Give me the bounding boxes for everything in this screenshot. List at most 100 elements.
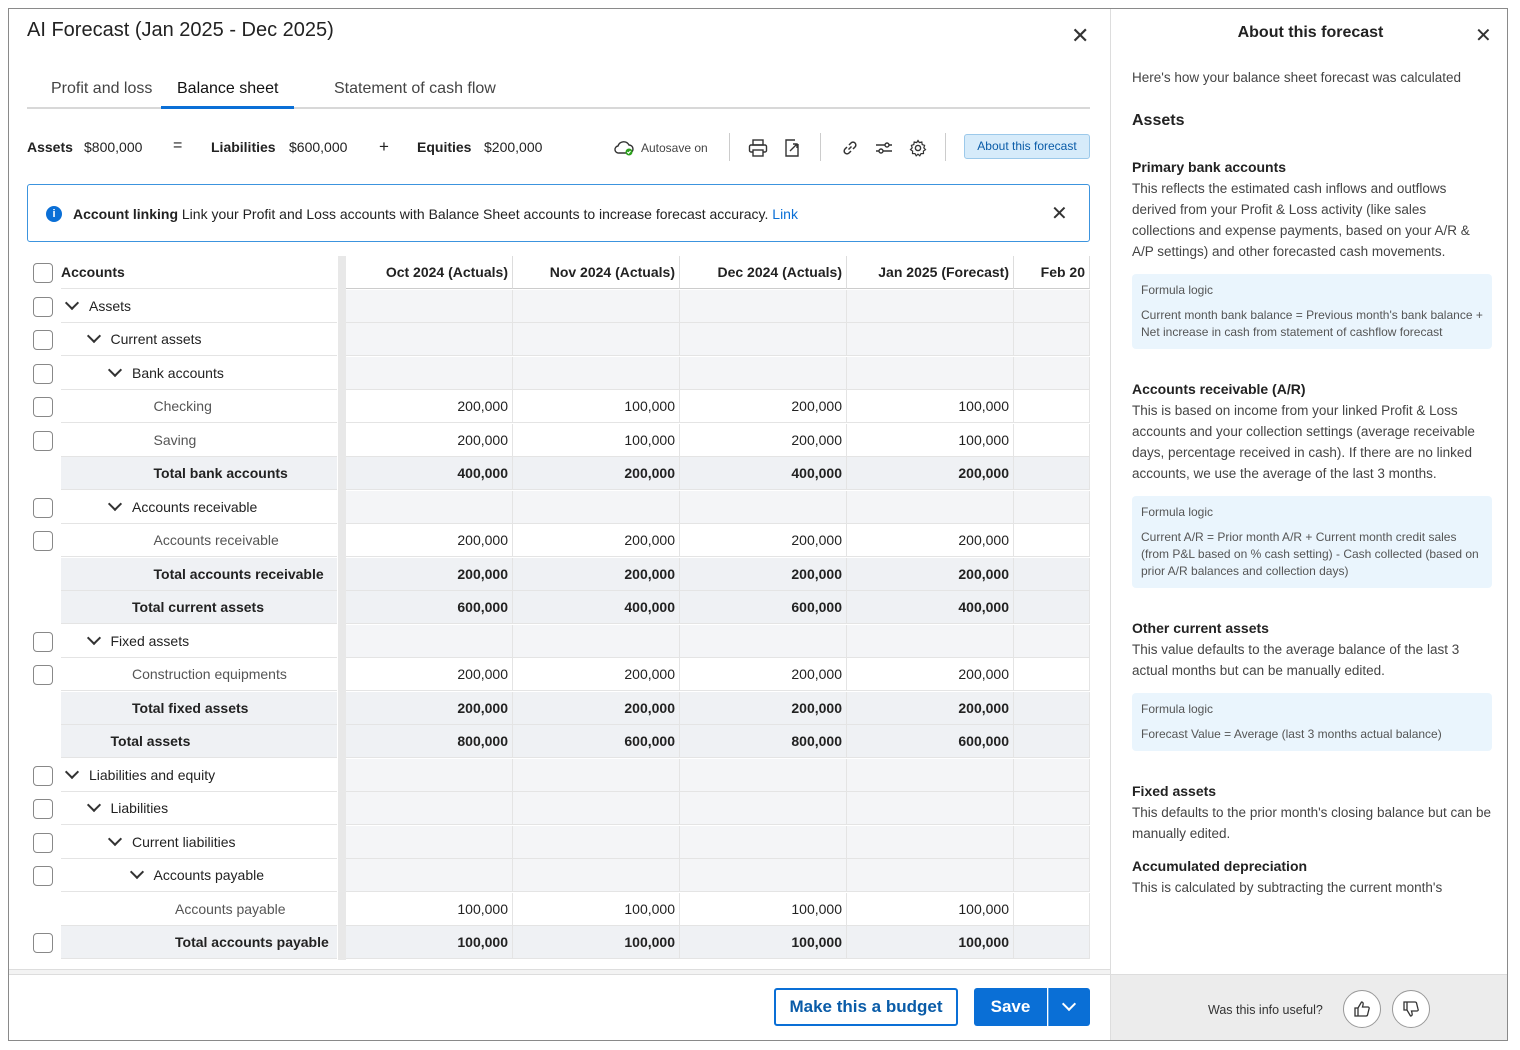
value-cell[interactable]: 200,000 [346, 390, 513, 423]
account-name: Total accounts payable [61, 926, 337, 959]
account-name[interactable]: Current liabilities [61, 826, 337, 859]
column-divider [338, 926, 346, 960]
chevron-down-icon[interactable] [64, 764, 80, 779]
liabilities-value: $600,000 [289, 139, 348, 155]
row-checkbox[interactable] [33, 363, 53, 384]
value-cell [346, 289, 513, 323]
value-cell[interactable]: 200,000 [346, 524, 513, 557]
account-name[interactable]: Accounts receivable [61, 491, 337, 524]
value-cell[interactable]: 200,000 [346, 658, 513, 691]
save-button[interactable]: Save [974, 988, 1047, 1026]
forecast-main-pane: AI Forecast (Jan 2025 - Dec 2025) ✕ Prof… [9, 9, 1110, 1040]
thumbs-up-icon[interactable] [1343, 990, 1381, 1028]
chevron-down-icon[interactable] [86, 630, 101, 645]
column-divider [338, 356, 346, 390]
row-checkbox[interactable] [33, 933, 53, 953]
account-name[interactable]: Liabilities and equity [61, 759, 337, 792]
row-checkbox[interactable] [33, 866, 53, 886]
table-header-row: Accounts Oct 2024 (Actuals) Nov 2024 (Actu… [27, 256, 1090, 290]
table-row: Total accounts receivable 200,000 200,000 2… [27, 557, 1090, 591]
account-name[interactable]: Bank accounts [61, 357, 337, 390]
table-row: Fixed assets [27, 624, 1090, 658]
value-cell[interactable]: 100,000 [847, 892, 1014, 926]
print-icon[interactable] [745, 137, 771, 159]
account-name[interactable]: Fixed assets [61, 625, 337, 658]
value-cell[interactable]: 100,000 [680, 892, 847, 926]
value-cell[interactable]: 200,000 [680, 658, 847, 691]
value-cell: 100,000 [513, 926, 680, 959]
row-checkbox[interactable] [33, 832, 53, 853]
close-icon[interactable]: ✕ [1051, 203, 1068, 225]
table-row: Assets [27, 289, 1090, 323]
value-cell[interactable]: 100,000 [346, 892, 513, 926]
account-label: Total accounts receivable [153, 565, 324, 582]
account-name[interactable]: Assets [61, 290, 337, 323]
chevron-down-icon[interactable] [64, 295, 80, 310]
value-cell[interactable]: 200,000 [847, 658, 1014, 691]
row-checkbox[interactable] [33, 497, 53, 518]
make-budget-button[interactable]: Make this a budget [774, 988, 958, 1026]
value-cell [847, 490, 1014, 524]
save-options-button[interactable] [1048, 988, 1090, 1026]
chevron-down-icon[interactable] [129, 864, 144, 880]
filter-icon[interactable] [871, 137, 897, 159]
chevron-down-icon[interactable] [86, 328, 101, 344]
value-cell [847, 825, 1014, 859]
row-checkbox[interactable] [33, 665, 53, 685]
footer-bar: Make this a budget Save [9, 974, 1110, 1040]
panel-item-heading: Primary bank accounts [1132, 159, 1287, 175]
close-icon[interactable]: ✕ [1475, 25, 1492, 47]
row-checkbox[interactable] [33, 296, 53, 317]
value-cell[interactable]: 200,000 [346, 423, 513, 457]
panel-item-text: This value defaults to the average balan… [1132, 642, 1460, 678]
tab-statement-of-cash-flow[interactable]: Statement of cash flow [334, 80, 496, 97]
chevron-down-icon[interactable] [107, 496, 123, 511]
account-name[interactable]: Accounts payable [61, 859, 337, 892]
about-this-forecast-button[interactable]: About this forecast [964, 134, 1090, 159]
row-checkbox[interactable] [33, 631, 53, 652]
row-checkbox[interactable] [33, 430, 53, 451]
row-checkbox[interactable] [33, 799, 53, 819]
value-cell[interactable]: 200,000 [680, 423, 847, 457]
column-divider [338, 658, 346, 692]
value-cell [1014, 792, 1090, 825]
thumbs-down-icon[interactable] [1392, 990, 1430, 1028]
value-cell [847, 758, 1014, 792]
autosave-status: Autosave on [641, 141, 708, 155]
value-cell[interactable]: 200,000 [513, 658, 680, 691]
chevron-down-icon[interactable] [86, 797, 101, 813]
account-name[interactable]: Current assets [61, 323, 337, 356]
value-cell[interactable]: 100,000 [513, 423, 680, 457]
value-cell[interactable]: 100,000 [513, 892, 680, 926]
value-cell[interactable]: 100,000 [513, 390, 680, 423]
select-all-checkbox[interactable] [33, 263, 53, 283]
value-cell [680, 289, 847, 323]
banner-title: Account linking [73, 206, 178, 222]
link-icon[interactable] [837, 137, 863, 159]
row-checkbox[interactable] [33, 397, 53, 417]
value-cell[interactable]: 100,000 [847, 423, 1014, 457]
value-cell: 100,000 [847, 926, 1014, 959]
value-cell[interactable]: 200,000 [680, 390, 847, 423]
chevron-down-icon[interactable] [107, 362, 123, 377]
chevron-down-icon[interactable] [107, 831, 123, 846]
account-name[interactable]: Liabilities [61, 792, 337, 825]
tab-balance-sheet[interactable]: Balance sheet [161, 77, 295, 109]
gear-icon[interactable] [905, 137, 931, 159]
table-row: Accounts receivable 200,000 200,000 200,000… [27, 524, 1090, 558]
value-cell[interactable]: 200,000 [680, 524, 847, 557]
tab-profit-and-loss[interactable]: Profit and loss [51, 80, 153, 97]
account-name: Accounts receivable [61, 524, 337, 557]
value-cell[interactable]: 200,000 [847, 524, 1014, 557]
value-cell[interactable]: 200,000 [513, 524, 680, 557]
value-cell[interactable]: 100,000 [847, 390, 1014, 423]
export-icon[interactable] [779, 137, 805, 159]
row-checkbox[interactable] [33, 765, 53, 786]
equities-value: $200,000 [484, 139, 543, 155]
banner-link[interactable]: Link [772, 206, 798, 222]
row-checkbox[interactable] [33, 330, 53, 350]
value-cell [680, 356, 847, 390]
close-icon[interactable]: ✕ [1071, 23, 1090, 48]
assets-value: $800,000 [84, 139, 143, 155]
row-checkbox[interactable] [33, 531, 53, 551]
